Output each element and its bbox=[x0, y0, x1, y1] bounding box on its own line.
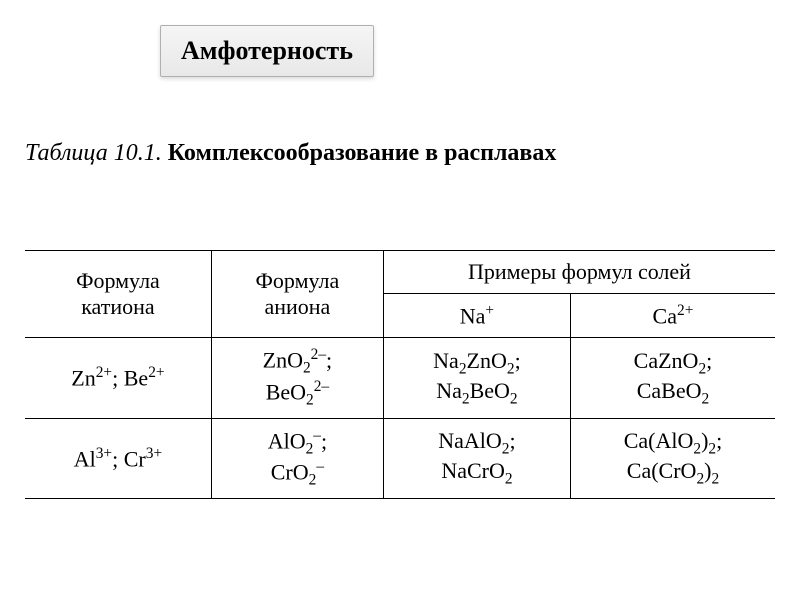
cell-cation-1: Zn2+; Be2+ bbox=[25, 338, 211, 418]
header-cation: Формулакатиона bbox=[25, 251, 211, 338]
title-text: Амфотерность bbox=[181, 36, 353, 65]
cell-cation-2: Al3+; Cr3+ bbox=[25, 418, 211, 498]
header-salts-merged: Примеры формул солей bbox=[383, 251, 775, 294]
header-na: Na+ bbox=[383, 294, 570, 338]
cell-anion-1: ZnO22–;BeO22– bbox=[211, 338, 383, 418]
complex-formation-table: Формулакатиона Формулааниона Примеры фор… bbox=[25, 250, 775, 499]
table-header-row-1: Формулакатиона Формулааниона Примеры фор… bbox=[25, 251, 775, 294]
cell-anion-2: AlO2–;CrO2– bbox=[211, 418, 383, 498]
table-container: Формулакатиона Формулааниона Примеры фор… bbox=[25, 250, 775, 499]
cell-ca-1: CaZnO2;CaBeO2 bbox=[570, 338, 775, 418]
cell-na-2: NaAlO2;NaCrO2 bbox=[383, 418, 570, 498]
table-row: Al3+; Cr3+ AlO2–;CrO2– NaAlO2;NaCrO2 Ca(… bbox=[25, 418, 775, 498]
title-box: Амфотерность bbox=[160, 25, 374, 77]
header-ca: Ca2+ bbox=[570, 294, 775, 338]
caption-title: Комплексообразование в расплавах bbox=[168, 140, 557, 166]
header-anion: Формулааниона bbox=[211, 251, 383, 338]
cell-ca-2: Ca(AlO2)2;Ca(CrO2)2 bbox=[570, 418, 775, 498]
table-row: Zn2+; Be2+ ZnO22–;BeO22– Na2ZnO2;Na2BeO2… bbox=[25, 338, 775, 418]
cell-na-1: Na2ZnO2;Na2BeO2 bbox=[383, 338, 570, 418]
table-caption: Таблица 10.1. Комплексообразование в рас… bbox=[25, 140, 556, 167]
caption-number: Таблица 10.1. bbox=[25, 140, 162, 166]
